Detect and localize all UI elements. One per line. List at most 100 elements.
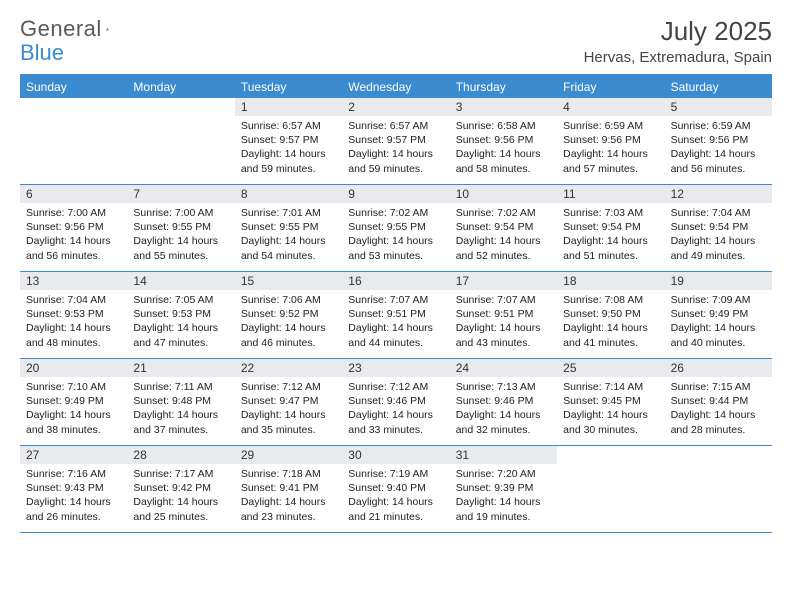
calendar-cell: 1Sunrise: 6:57 AMSunset: 9:57 PMDaylight…	[235, 98, 342, 184]
day-details: Sunrise: 6:57 AMSunset: 9:57 PMDaylight:…	[235, 116, 342, 180]
day-number: 16	[342, 272, 449, 290]
day-number: 17	[450, 272, 557, 290]
month-title: July 2025	[584, 16, 772, 47]
day-details: Sunrise: 7:06 AMSunset: 9:52 PMDaylight:…	[235, 290, 342, 354]
week-row: 20Sunrise: 7:10 AMSunset: 9:49 PMDayligh…	[20, 359, 772, 446]
day-details: Sunrise: 6:58 AMSunset: 9:56 PMDaylight:…	[450, 116, 557, 180]
day-details: Sunrise: 7:07 AMSunset: 9:51 PMDaylight:…	[342, 290, 449, 354]
calendar-cell: 21Sunrise: 7:11 AMSunset: 9:48 PMDayligh…	[127, 359, 234, 445]
day-number: 25	[557, 359, 664, 377]
day-number: 22	[235, 359, 342, 377]
day-number: 18	[557, 272, 664, 290]
calendar-cell	[557, 446, 664, 532]
brand-logo: General	[20, 16, 132, 42]
day-details: Sunrise: 7:04 AMSunset: 9:53 PMDaylight:…	[20, 290, 127, 354]
day-details: Sunrise: 6:57 AMSunset: 9:57 PMDaylight:…	[342, 116, 449, 180]
calendar-cell: 6Sunrise: 7:00 AMSunset: 9:56 PMDaylight…	[20, 185, 127, 271]
calendar-cell: 28Sunrise: 7:17 AMSunset: 9:42 PMDayligh…	[127, 446, 234, 532]
dow-friday: Friday	[557, 76, 664, 98]
brand-part1: General	[20, 16, 102, 42]
day-details: Sunrise: 7:03 AMSunset: 9:54 PMDaylight:…	[557, 203, 664, 267]
week-row: 1Sunrise: 6:57 AMSunset: 9:57 PMDaylight…	[20, 98, 772, 185]
day-number: 8	[235, 185, 342, 203]
day-number: 20	[20, 359, 127, 377]
calendar-cell: 19Sunrise: 7:09 AMSunset: 9:49 PMDayligh…	[665, 272, 772, 358]
calendar-cell: 25Sunrise: 7:14 AMSunset: 9:45 PMDayligh…	[557, 359, 664, 445]
calendar-cell: 30Sunrise: 7:19 AMSunset: 9:40 PMDayligh…	[342, 446, 449, 532]
day-number: 2	[342, 98, 449, 116]
calendar-cell: 11Sunrise: 7:03 AMSunset: 9:54 PMDayligh…	[557, 185, 664, 271]
day-number: 5	[665, 98, 772, 116]
calendar-cell: 22Sunrise: 7:12 AMSunset: 9:47 PMDayligh…	[235, 359, 342, 445]
day-details: Sunrise: 6:59 AMSunset: 9:56 PMDaylight:…	[665, 116, 772, 180]
day-details: Sunrise: 7:00 AMSunset: 9:56 PMDaylight:…	[20, 203, 127, 267]
calendar-cell: 8Sunrise: 7:01 AMSunset: 9:55 PMDaylight…	[235, 185, 342, 271]
calendar-cell: 23Sunrise: 7:12 AMSunset: 9:46 PMDayligh…	[342, 359, 449, 445]
calendar-cell: 13Sunrise: 7:04 AMSunset: 9:53 PMDayligh…	[20, 272, 127, 358]
day-details: Sunrise: 6:59 AMSunset: 9:56 PMDaylight:…	[557, 116, 664, 180]
day-number: 10	[450, 185, 557, 203]
day-number: 4	[557, 98, 664, 116]
day-number: 24	[450, 359, 557, 377]
day-number: 15	[235, 272, 342, 290]
day-details: Sunrise: 7:14 AMSunset: 9:45 PMDaylight:…	[557, 377, 664, 441]
day-details: Sunrise: 7:13 AMSunset: 9:46 PMDaylight:…	[450, 377, 557, 441]
location-text: Hervas, Extremadura, Spain	[584, 49, 772, 66]
day-number: 3	[450, 98, 557, 116]
day-number: 21	[127, 359, 234, 377]
calendar-cell	[127, 98, 234, 184]
calendar-cell	[665, 446, 772, 532]
day-number: 11	[557, 185, 664, 203]
week-row: 13Sunrise: 7:04 AMSunset: 9:53 PMDayligh…	[20, 272, 772, 359]
day-details: Sunrise: 7:01 AMSunset: 9:55 PMDaylight:…	[235, 203, 342, 267]
calendar-cell: 2Sunrise: 6:57 AMSunset: 9:57 PMDaylight…	[342, 98, 449, 184]
day-number: 9	[342, 185, 449, 203]
calendar-page: General July 2025 Hervas, Extremadura, S…	[0, 0, 792, 543]
day-details: Sunrise: 7:12 AMSunset: 9:47 PMDaylight:…	[235, 377, 342, 441]
dow-monday: Monday	[127, 76, 234, 98]
day-details: Sunrise: 7:17 AMSunset: 9:42 PMDaylight:…	[127, 464, 234, 528]
day-details: Sunrise: 7:10 AMSunset: 9:49 PMDaylight:…	[20, 377, 127, 441]
day-details: Sunrise: 7:19 AMSunset: 9:40 PMDaylight:…	[342, 464, 449, 528]
day-number: 23	[342, 359, 449, 377]
day-of-week-row: SundayMondayTuesdayWednesdayThursdayFrid…	[20, 76, 772, 98]
calendar-cell: 29Sunrise: 7:18 AMSunset: 9:41 PMDayligh…	[235, 446, 342, 532]
dow-saturday: Saturday	[665, 76, 772, 98]
calendar-cell: 24Sunrise: 7:13 AMSunset: 9:46 PMDayligh…	[450, 359, 557, 445]
calendar-cell: 5Sunrise: 6:59 AMSunset: 9:56 PMDaylight…	[665, 98, 772, 184]
calendar-cell: 20Sunrise: 7:10 AMSunset: 9:49 PMDayligh…	[20, 359, 127, 445]
calendar-cell: 3Sunrise: 6:58 AMSunset: 9:56 PMDaylight…	[450, 98, 557, 184]
day-details: Sunrise: 7:05 AMSunset: 9:53 PMDaylight:…	[127, 290, 234, 354]
day-details: Sunrise: 7:12 AMSunset: 9:46 PMDaylight:…	[342, 377, 449, 441]
day-details: Sunrise: 7:04 AMSunset: 9:54 PMDaylight:…	[665, 203, 772, 267]
day-number: 27	[20, 446, 127, 464]
day-number: 30	[342, 446, 449, 464]
calendar-cell: 18Sunrise: 7:08 AMSunset: 9:50 PMDayligh…	[557, 272, 664, 358]
day-details: Sunrise: 7:08 AMSunset: 9:50 PMDaylight:…	[557, 290, 664, 354]
dow-thursday: Thursday	[450, 76, 557, 98]
day-number: 31	[450, 446, 557, 464]
day-details: Sunrise: 7:09 AMSunset: 9:49 PMDaylight:…	[665, 290, 772, 354]
day-number: 7	[127, 185, 234, 203]
week-row: 27Sunrise: 7:16 AMSunset: 9:43 PMDayligh…	[20, 446, 772, 533]
dow-tuesday: Tuesday	[235, 76, 342, 98]
day-details: Sunrise: 7:02 AMSunset: 9:54 PMDaylight:…	[450, 203, 557, 267]
calendar-cell: 10Sunrise: 7:02 AMSunset: 9:54 PMDayligh…	[450, 185, 557, 271]
day-number: 12	[665, 185, 772, 203]
calendar-cell: 17Sunrise: 7:07 AMSunset: 9:51 PMDayligh…	[450, 272, 557, 358]
day-number: 26	[665, 359, 772, 377]
day-details: Sunrise: 7:15 AMSunset: 9:44 PMDaylight:…	[665, 377, 772, 441]
weeks-container: 1Sunrise: 6:57 AMSunset: 9:57 PMDaylight…	[20, 98, 772, 533]
calendar: SundayMondayTuesdayWednesdayThursdayFrid…	[20, 74, 772, 533]
day-details: Sunrise: 7:00 AMSunset: 9:55 PMDaylight:…	[127, 203, 234, 267]
calendar-cell: 16Sunrise: 7:07 AMSunset: 9:51 PMDayligh…	[342, 272, 449, 358]
dow-wednesday: Wednesday	[342, 76, 449, 98]
calendar-cell: 27Sunrise: 7:16 AMSunset: 9:43 PMDayligh…	[20, 446, 127, 532]
calendar-cell: 12Sunrise: 7:04 AMSunset: 9:54 PMDayligh…	[665, 185, 772, 271]
brand-mark-icon	[106, 21, 110, 37]
day-number: 6	[20, 185, 127, 203]
calendar-cell: 4Sunrise: 6:59 AMSunset: 9:56 PMDaylight…	[557, 98, 664, 184]
day-details: Sunrise: 7:11 AMSunset: 9:48 PMDaylight:…	[127, 377, 234, 441]
day-number: 1	[235, 98, 342, 116]
day-number: 29	[235, 446, 342, 464]
